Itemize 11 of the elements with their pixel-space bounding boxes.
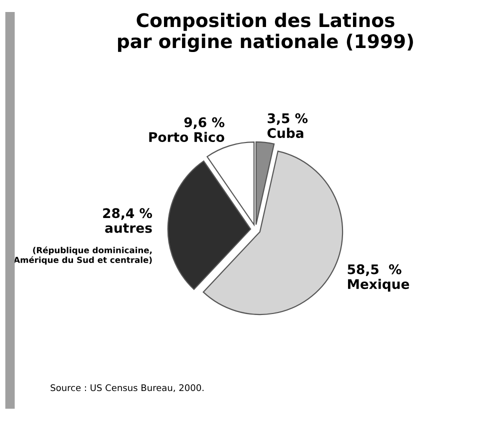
chart-title: Composition des Latinos par origine nationale (1999) <box>118 12 413 52</box>
data-label: 58,5 % <box>348 264 402 276</box>
data-label: 28,4 % <box>103 208 152 220</box>
slice-label: Porto Rico <box>149 132 224 142</box>
slice-label: autres <box>105 223 152 233</box>
slice-label: Cuba <box>268 128 304 138</box>
data-label: 9,6 % <box>184 117 224 129</box>
data-label: 3,5 % <box>268 113 308 125</box>
text: (République dominicaine, Amérique du Sud et centrale) <box>14 246 152 265</box>
source-note: Source : US Census Bureau, 2000. <box>50 384 204 392</box>
slice-label: Mexique <box>348 278 410 292</box>
